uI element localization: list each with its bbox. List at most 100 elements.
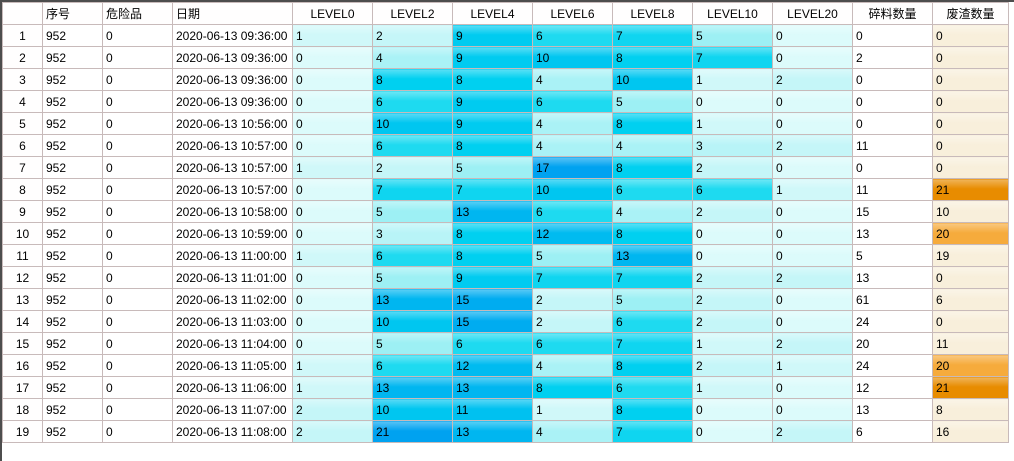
level-cell[interactable]: 8 bbox=[532, 376, 613, 399]
level-cell[interactable]: 2 bbox=[292, 420, 373, 443]
level-cell[interactable]: 0 bbox=[292, 200, 373, 223]
table-row[interactable]: 7 952 0 2020-06-13 10:57:00 1 2 5 17 8 2 0 0 0 bbox=[2, 156, 1009, 179]
date-cell[interactable]: 2020-06-13 11:05:00 bbox=[172, 354, 293, 377]
level-cell[interactable]: 10 bbox=[532, 178, 613, 201]
row-number-cell[interactable]: 13 bbox=[2, 288, 43, 311]
date-cell[interactable]: 2020-06-13 09:36:00 bbox=[172, 24, 293, 47]
level-cell[interactable]: 8 bbox=[452, 244, 533, 267]
hazard-cell[interactable]: 0 bbox=[102, 24, 173, 47]
level-cell[interactable]: 0 bbox=[292, 222, 373, 245]
row-number-cell[interactable]: 18 bbox=[2, 398, 43, 421]
level-cell[interactable]: 0 bbox=[772, 288, 853, 311]
hazard-cell[interactable]: 0 bbox=[102, 178, 173, 201]
hazard-cell[interactable]: 0 bbox=[102, 156, 173, 179]
row-number-cell[interactable]: 7 bbox=[2, 156, 43, 179]
table-row[interactable]: 3 952 0 2020-06-13 09:36:00 0 8 8 4 10 1 2 0 0 bbox=[2, 68, 1009, 91]
waste-count-cell[interactable]: 20 bbox=[932, 222, 1009, 245]
row-number-cell[interactable]: 9 bbox=[2, 200, 43, 223]
waste-count-cell[interactable]: 0 bbox=[932, 134, 1009, 157]
level-cell[interactable]: 0 bbox=[292, 178, 373, 201]
serial-cell[interactable]: 952 bbox=[42, 134, 103, 157]
table-row[interactable]: 2 952 0 2020-06-13 09:36:00 0 4 9 10 8 7 0 2 0 bbox=[2, 46, 1009, 69]
level-cell[interactable]: 0 bbox=[292, 288, 373, 311]
level-cell[interactable]: 10 bbox=[372, 112, 453, 135]
serial-cell[interactable]: 952 bbox=[42, 266, 103, 289]
waste-count-cell[interactable]: 0 bbox=[932, 112, 1009, 135]
level-cell[interactable]: 9 bbox=[452, 46, 533, 69]
level-cell[interactable]: 12 bbox=[532, 222, 613, 245]
level-cell[interactable]: 13 bbox=[452, 200, 533, 223]
date-cell[interactable]: 2020-06-13 11:03:00 bbox=[172, 310, 293, 333]
hazard-cell[interactable]: 0 bbox=[102, 332, 173, 355]
waste-count-cell[interactable]: 19 bbox=[932, 244, 1009, 267]
table-row[interactable]: 16 952 0 2020-06-13 11:05:00 1 6 12 4 8 2 1 24 20 bbox=[2, 354, 1009, 377]
row-number-cell[interactable]: 15 bbox=[2, 332, 43, 355]
table-row[interactable]: 14 952 0 2020-06-13 11:03:00 0 10 15 2 6 2 0 24 0 bbox=[2, 310, 1009, 333]
level-cell[interactable]: 0 bbox=[692, 420, 773, 443]
waste-count-cell[interactable]: 0 bbox=[932, 24, 1009, 47]
level-cell[interactable]: 9 bbox=[452, 112, 533, 135]
date-cell[interactable]: 2020-06-13 11:02:00 bbox=[172, 288, 293, 311]
level-cell[interactable]: 0 bbox=[692, 398, 773, 421]
level-cell[interactable]: 1 bbox=[532, 398, 613, 421]
level-cell[interactable]: 4 bbox=[532, 68, 613, 91]
waste-count-cell[interactable]: 0 bbox=[932, 310, 1009, 333]
level-cell[interactable]: 1 bbox=[292, 24, 373, 47]
serial-cell[interactable]: 952 bbox=[42, 398, 103, 421]
level-cell[interactable]: 0 bbox=[772, 222, 853, 245]
date-cell[interactable]: 2020-06-13 11:01:00 bbox=[172, 266, 293, 289]
level-cell[interactable]: 12 bbox=[452, 354, 533, 377]
level-cell[interactable]: 0 bbox=[292, 68, 373, 91]
level-cell[interactable]: 2 bbox=[692, 156, 773, 179]
level-cell[interactable]: 6 bbox=[532, 200, 613, 223]
level-cell[interactable]: 1 bbox=[772, 354, 853, 377]
waste-count-cell[interactable]: 0 bbox=[932, 156, 1009, 179]
level-cell[interactable]: 0 bbox=[772, 376, 853, 399]
level-cell[interactable]: 8 bbox=[612, 112, 693, 135]
level-cell[interactable]: 5 bbox=[452, 156, 533, 179]
level-cell[interactable]: 11 bbox=[452, 398, 533, 421]
row-number-cell[interactable]: 2 bbox=[2, 46, 43, 69]
date-cell[interactable]: 2020-06-13 10:57:00 bbox=[172, 178, 293, 201]
serial-cell[interactable]: 952 bbox=[42, 376, 103, 399]
level-cell[interactable]: 13 bbox=[372, 376, 453, 399]
level-cell[interactable]: 13 bbox=[612, 244, 693, 267]
hazard-cell[interactable]: 0 bbox=[102, 266, 173, 289]
serial-cell[interactable]: 952 bbox=[42, 178, 103, 201]
hazard-cell[interactable]: 0 bbox=[102, 244, 173, 267]
level-cell[interactable]: 8 bbox=[612, 156, 693, 179]
level-cell[interactable]: 2 bbox=[692, 288, 773, 311]
hazard-cell[interactable]: 0 bbox=[102, 310, 173, 333]
level-cell[interactable]: 10 bbox=[612, 68, 693, 91]
scrap-count-cell[interactable]: 61 bbox=[852, 288, 933, 311]
serial-cell[interactable]: 952 bbox=[42, 24, 103, 47]
level-cell[interactable]: 4 bbox=[532, 354, 613, 377]
table-row[interactable]: 8 952 0 2020-06-13 10:57:00 0 7 7 10 6 6 1 11 21 bbox=[2, 178, 1009, 201]
waste-count-cell[interactable]: 20 bbox=[932, 354, 1009, 377]
level-cell[interactable]: 2 bbox=[692, 200, 773, 223]
level-cell[interactable]: 7 bbox=[612, 24, 693, 47]
serial-cell[interactable]: 952 bbox=[42, 112, 103, 135]
row-number-cell[interactable]: 16 bbox=[2, 354, 43, 377]
level-cell[interactable]: 7 bbox=[692, 46, 773, 69]
serial-cell[interactable]: 952 bbox=[42, 156, 103, 179]
level-cell[interactable]: 15 bbox=[452, 310, 533, 333]
level-cell[interactable]: 0 bbox=[772, 244, 853, 267]
level-cell[interactable]: 1 bbox=[292, 244, 373, 267]
row-number-cell[interactable]: 10 bbox=[2, 222, 43, 245]
level-cell[interactable]: 0 bbox=[772, 200, 853, 223]
level-cell[interactable]: 0 bbox=[772, 156, 853, 179]
level-cell[interactable]: 9 bbox=[452, 90, 533, 113]
row-number-cell[interactable]: 12 bbox=[2, 266, 43, 289]
date-cell[interactable]: 2020-06-13 10:59:00 bbox=[172, 222, 293, 245]
serial-cell[interactable]: 952 bbox=[42, 244, 103, 267]
level-cell[interactable]: 0 bbox=[772, 398, 853, 421]
scrap-count-cell[interactable]: 6 bbox=[852, 420, 933, 443]
level-cell[interactable]: 6 bbox=[612, 178, 693, 201]
row-number-cell[interactable]: 11 bbox=[2, 244, 43, 267]
level-cell[interactable]: 1 bbox=[772, 178, 853, 201]
level-cell[interactable]: 5 bbox=[612, 90, 693, 113]
level-cell[interactable]: 2 bbox=[772, 266, 853, 289]
scrap-count-cell[interactable]: 13 bbox=[852, 222, 933, 245]
table-row[interactable]: 9 952 0 2020-06-13 10:58:00 0 5 13 6 4 2 0 15 10 bbox=[2, 200, 1009, 223]
